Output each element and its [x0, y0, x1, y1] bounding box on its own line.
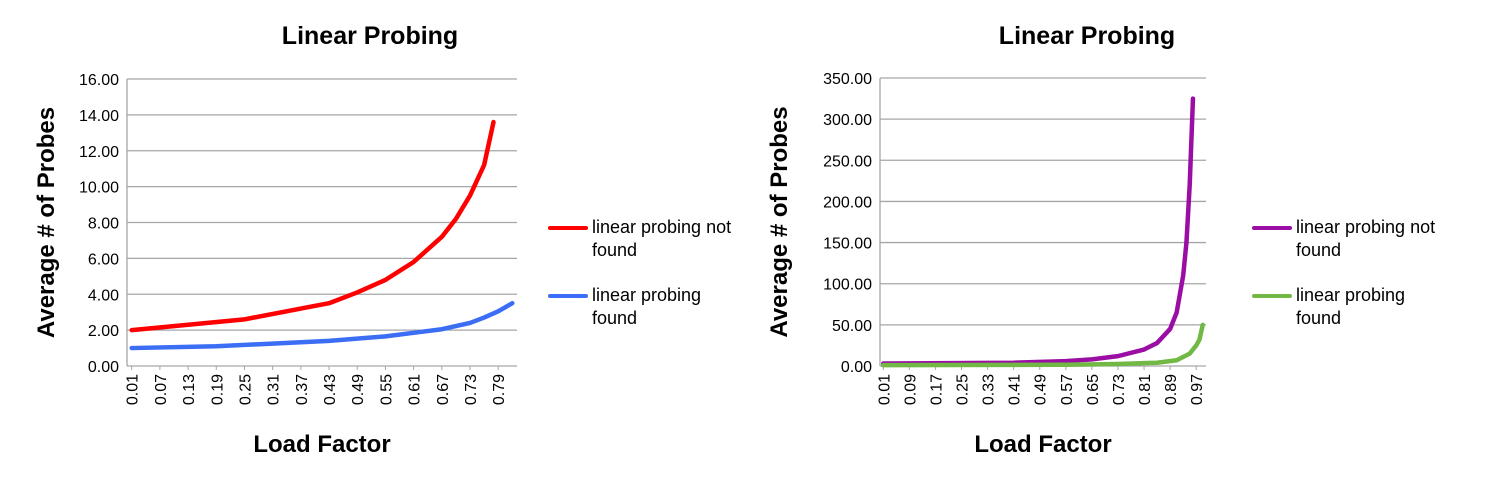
x-tick-label: 0.41	[1007, 374, 1024, 405]
y-tick-label: 100.00	[823, 277, 872, 294]
x-tick-label: 0.57	[1059, 374, 1076, 405]
y-tick-label: 150.00	[823, 236, 872, 253]
y-tick-label: 0.00	[841, 359, 872, 376]
y-axis-label: Average # of Probes	[33, 107, 60, 338]
legend-label: linear probing found	[1296, 285, 1406, 328]
y-tick-label: 200.00	[823, 194, 872, 211]
x-tick-label: 0.49	[1033, 374, 1050, 405]
legend-swatch	[1252, 294, 1292, 298]
x-tick-label: 0.73	[463, 374, 480, 405]
y-tick-label: 10.00	[79, 180, 119, 197]
series-line	[881, 96, 1196, 366]
x-tick-label: 0.89	[1163, 374, 1180, 405]
y-tick-label: 14.00	[79, 108, 119, 125]
legend-swatch	[548, 294, 588, 298]
x-tick-label: 0.49	[350, 374, 367, 405]
x-tick-label: 0.19	[209, 374, 226, 405]
y-tick-label: 300.00	[823, 112, 872, 129]
x-tick-label: 0.73	[1111, 374, 1128, 405]
series-line	[129, 300, 515, 351]
x-tick-label: 0.25	[237, 374, 254, 405]
y-tick-label: 8.00	[88, 216, 119, 233]
x-tick-label: 0.97	[1189, 374, 1206, 405]
x-tick-label: 0.33	[981, 374, 998, 405]
x-tick-label: 0.07	[153, 374, 170, 405]
x-tick-label: 0.17	[928, 374, 945, 405]
y-tick-label: 2.00	[88, 323, 119, 340]
y-tick-label: 6.00	[88, 251, 119, 268]
legend-label: linear probing found	[592, 285, 702, 328]
x-tick-label: 0.67	[435, 374, 452, 405]
x-tick-label: 0.31	[266, 374, 283, 405]
chart-title: Linear Probing	[999, 22, 1175, 50]
x-tick-label: 0.25	[955, 374, 972, 405]
x-tick-label: 0.01	[876, 374, 893, 405]
x-tick-label: 0.61	[407, 374, 424, 405]
x-tick-label: 0.01	[125, 374, 142, 405]
y-axis-label: Average # of Probes	[766, 106, 793, 337]
x-tick-label: 0.13	[181, 374, 198, 405]
x-axis-label: Load Factor	[974, 431, 1111, 458]
y-tick-label: 0.00	[88, 359, 119, 376]
x-tick-label: 0.09	[902, 374, 919, 405]
x-tick-label: 0.79	[491, 374, 508, 405]
y-tick-label: 4.00	[88, 287, 119, 304]
y-tick-label: 12.00	[79, 144, 119, 161]
x-tick-label: 0.37	[294, 374, 311, 405]
x-tick-label: 0.43	[322, 374, 339, 405]
series-line	[129, 119, 496, 333]
x-tick-label: 0.81	[1137, 374, 1154, 405]
legend-label: linear probing not found	[592, 217, 732, 260]
legend-label: linear probing not found	[1296, 217, 1436, 260]
x-tick-label: 0.55	[378, 374, 395, 405]
legend-swatch	[548, 226, 588, 230]
y-tick-label: 250.00	[823, 153, 872, 170]
series-line	[881, 322, 1205, 368]
x-axis-label: Load Factor	[253, 431, 390, 458]
y-tick-label: 50.00	[832, 318, 872, 335]
x-tick-label: 0.65	[1085, 374, 1102, 405]
y-tick-label: 350.00	[823, 71, 872, 88]
chart-title: Linear Probing	[282, 22, 458, 50]
legend-swatch	[1252, 226, 1292, 230]
y-tick-label: 16.00	[79, 72, 119, 89]
